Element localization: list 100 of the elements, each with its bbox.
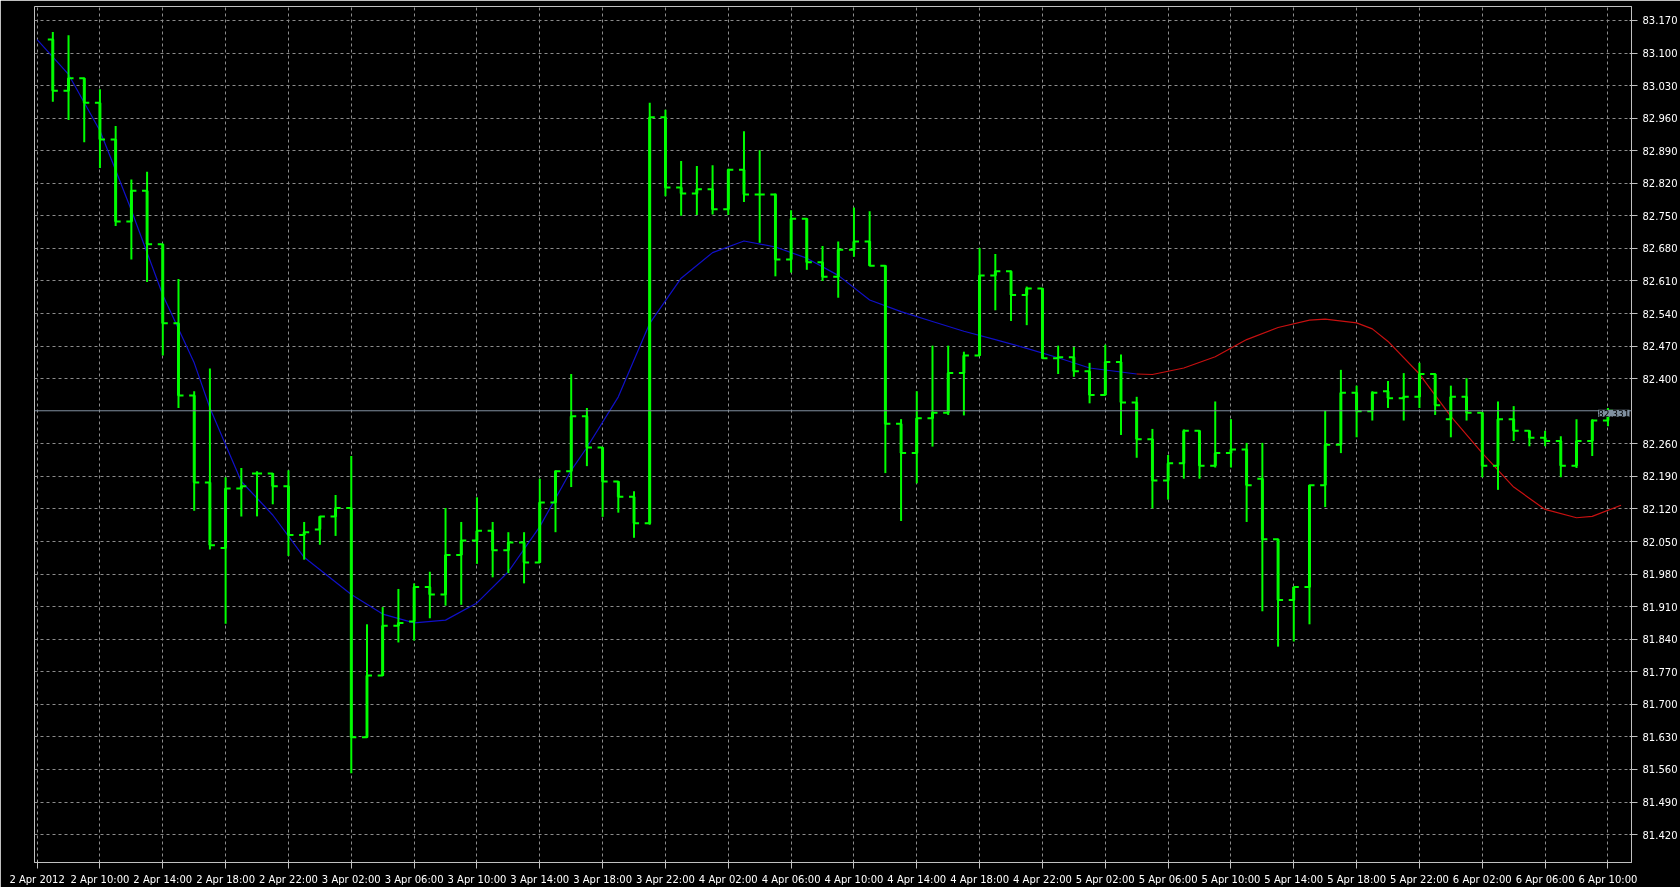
- candlestick: [1162, 453, 1175, 501]
- candlestick: [1083, 361, 1096, 405]
- y-tick-label: 83.100: [1642, 48, 1678, 60]
- y-tick-label: 82.610: [1642, 275, 1678, 287]
- x-tick-label: 2 Apr 10:00: [70, 873, 130, 885]
- y-tick-label: 82.260: [1642, 438, 1678, 450]
- x-tick-label: 3 Apr 10:00: [447, 873, 507, 885]
- candlestick: [628, 490, 641, 539]
- candlestick: [518, 531, 531, 585]
- candlestick: [1130, 395, 1143, 459]
- y-tick-label: 82.190: [1642, 471, 1678, 483]
- candlestick: [753, 149, 766, 244]
- candlestick: [957, 350, 970, 417]
- x-tick-label: 2 Apr 18:00: [196, 873, 256, 885]
- y-tick-label: 82.050: [1642, 536, 1678, 548]
- candlestick: [580, 406, 593, 468]
- y-tick-label: 81.630: [1642, 731, 1678, 743]
- candlestick: [282, 469, 295, 557]
- candlestick: [93, 88, 106, 169]
- x-tick-label: 4 Apr 10:00: [824, 873, 884, 885]
- candlestick: [565, 373, 578, 489]
- candlestick: [125, 178, 138, 261]
- candlestick: [1319, 409, 1332, 509]
- candlestick: [910, 390, 923, 485]
- x-tick-label: 4 Apr 22:00: [1013, 873, 1072, 885]
- x-tick-label: 4 Apr 18:00: [950, 873, 1010, 885]
- candlestick: [392, 587, 405, 644]
- candlestick: [408, 582, 421, 642]
- x-tick-label: 4 Apr 14:00: [887, 873, 947, 885]
- y-tick-label: 82.750: [1642, 210, 1678, 222]
- candlestick: [46, 31, 59, 103]
- candlestick: [486, 520, 499, 579]
- candlestick: [1114, 353, 1128, 436]
- y-tick-label: 81.910: [1642, 601, 1678, 613]
- x-tick-label: 3 Apr 22:00: [636, 873, 695, 885]
- x-tick-label: 2 Apr 22:00: [259, 873, 318, 885]
- candlestick: [659, 108, 672, 198]
- candlestick: [439, 507, 452, 607]
- candlestick: [109, 125, 122, 228]
- candlestick: [926, 344, 939, 448]
- x-tick-label: 3 Apr 06:00: [384, 873, 444, 885]
- y-tick-label: 82.890: [1642, 145, 1678, 157]
- x-tick-label: 3 Apr 18:00: [573, 873, 633, 885]
- candlestick: [1444, 384, 1457, 439]
- candlestick: [1256, 441, 1269, 613]
- candlestick: [832, 240, 845, 299]
- candlestick: [989, 253, 1002, 312]
- candlestick: [423, 570, 436, 620]
- y-tick-label: 81.840: [1642, 634, 1678, 646]
- y-tick-label: 82.680: [1642, 243, 1678, 255]
- candlestick: [1350, 384, 1363, 439]
- x-tick-label: 6 Apr 10:00: [1578, 873, 1638, 885]
- y-tick-label: 81.420: [1642, 829, 1678, 841]
- y-tick-label: 82.960: [1642, 113, 1678, 125]
- candlestick: [1413, 361, 1426, 409]
- candlestick: [737, 130, 751, 203]
- candlestick: [1240, 441, 1253, 523]
- x-tick-label: 2 Apr 2012: [9, 873, 65, 885]
- x-tick-label: 2 Apr 14:00: [133, 873, 193, 885]
- ref-line-label: 82.331: [1598, 408, 1630, 419]
- candlestick: [62, 34, 75, 122]
- candlestick: [1491, 400, 1505, 491]
- candlestick: [470, 496, 483, 565]
- x-tick-label: 5 Apr 18:00: [1327, 873, 1387, 885]
- candlestick: [1397, 372, 1410, 422]
- candlestick: [298, 520, 311, 561]
- x-tick-label: 6 Apr 02:00: [1452, 873, 1512, 885]
- x-tick-label: 5 Apr 22:00: [1390, 873, 1449, 885]
- candlestick: [329, 493, 342, 537]
- x-tick-label: 6 Apr 06:00: [1515, 873, 1575, 885]
- candlestick: [502, 531, 515, 575]
- x-tick-label: 3 Apr 02:00: [321, 873, 381, 885]
- candlestick: [690, 165, 703, 216]
- y-tick-label: 82.820: [1642, 178, 1678, 190]
- candlestick: [1554, 435, 1567, 479]
- candlestick: [141, 170, 154, 283]
- y-tick-label: 81.980: [1642, 569, 1678, 581]
- x-tick-label: 4 Apr 02:00: [698, 873, 758, 885]
- candlestick: [219, 476, 232, 625]
- y-tick-label: 82.120: [1642, 503, 1678, 515]
- candlestick: [895, 418, 908, 523]
- x-tick-label: 5 Apr 14:00: [1264, 873, 1324, 885]
- candlestick: [1224, 418, 1237, 469]
- candlestick: [1146, 427, 1159, 510]
- candlestick: [1334, 368, 1347, 455]
- x-tick-label: 5 Apr 10:00: [1201, 873, 1261, 885]
- candlestick: [235, 467, 248, 518]
- candlestick: [847, 206, 860, 258]
- candlestick: [816, 245, 829, 282]
- candlestick: [172, 278, 185, 409]
- x-tick-label: 3 Apr 14:00: [510, 873, 570, 885]
- y-tick-label: 81.560: [1642, 764, 1678, 776]
- x-tick-label: 5 Apr 02:00: [1075, 873, 1135, 885]
- candlestick: [1382, 380, 1395, 409]
- candlestick: [1460, 377, 1473, 422]
- candlestick: [675, 159, 688, 217]
- y-tick-label: 81.770: [1642, 666, 1678, 678]
- y-tick-label: 83.170: [1642, 15, 1678, 27]
- candlestick: [785, 209, 798, 274]
- candlestick: [455, 520, 468, 606]
